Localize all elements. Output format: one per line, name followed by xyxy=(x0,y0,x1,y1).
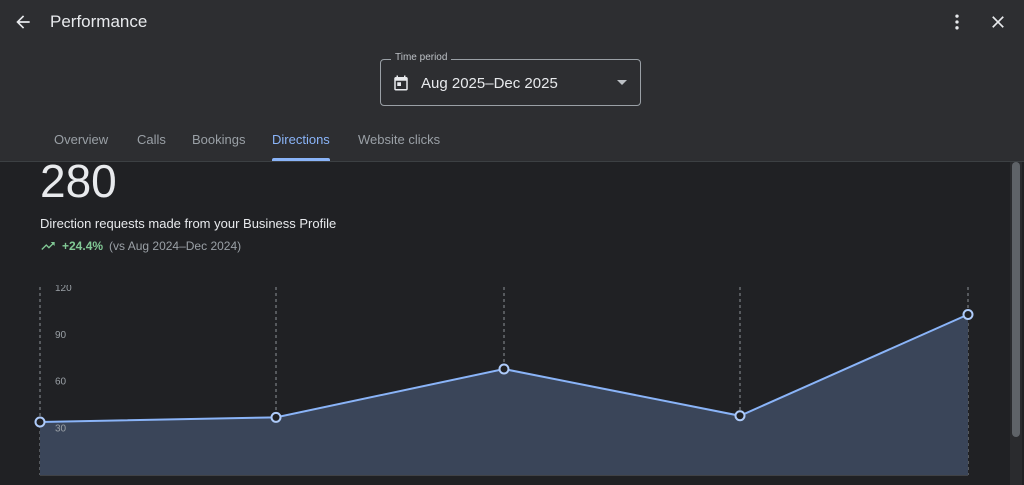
tab-website-clicks[interactable]: Website clicks xyxy=(358,132,441,147)
tab-bookings[interactable]: Bookings xyxy=(192,132,246,147)
total-count: 280 xyxy=(40,155,117,207)
data-point[interactable] xyxy=(734,410,746,422)
back-button[interactable] xyxy=(10,9,36,35)
tab-overview[interactable]: Overview xyxy=(54,132,109,147)
metric-description: Direction requests made from your Busine… xyxy=(40,216,337,231)
chevron-down-icon xyxy=(617,80,627,85)
top-bar: Performance Time period Aug 2025–Dec 202… xyxy=(0,0,1024,161)
y-tick-label: 90 xyxy=(55,330,67,341)
area-fill xyxy=(40,314,968,475)
calendar-icon xyxy=(394,75,408,91)
change-percent: +24.4% xyxy=(62,239,104,253)
data-point[interactable] xyxy=(498,363,510,375)
y-tick-label: 120 xyxy=(55,285,72,294)
directions-chart: 120 90 60 30 xyxy=(34,285,974,476)
data-point[interactable] xyxy=(962,308,974,320)
arrow-back-icon xyxy=(16,15,30,29)
trend-row: +24.4% (vs Aug 2024–Dec 2024) xyxy=(40,238,241,254)
tab-directions[interactable]: Directions xyxy=(272,132,330,147)
data-point[interactable] xyxy=(34,416,46,428)
comparison-period: (vs Aug 2024–Dec 2024) xyxy=(109,239,242,253)
trending-up-icon xyxy=(41,242,55,250)
close-button[interactable] xyxy=(985,9,1011,35)
data-point[interactable] xyxy=(270,411,282,423)
page-title: Performance xyxy=(50,12,148,31)
header-divider xyxy=(0,161,1024,162)
tab-calls[interactable]: Calls xyxy=(137,132,166,147)
scrollbar-thumb[interactable] xyxy=(1012,162,1020,437)
y-tick-label: 60 xyxy=(55,377,67,388)
time-period-value: Aug 2025–Dec 2025 xyxy=(421,75,558,92)
y-tick-label: 30 xyxy=(55,423,67,434)
more-options-button[interactable] xyxy=(944,9,970,35)
time-period-select[interactable]: Time period Aug 2025–Dec 2025 xyxy=(380,52,641,106)
time-period-label: Time period xyxy=(391,52,452,63)
more-vert-icon xyxy=(955,14,959,30)
close-icon xyxy=(992,16,1004,28)
active-tab-indicator xyxy=(272,158,330,161)
